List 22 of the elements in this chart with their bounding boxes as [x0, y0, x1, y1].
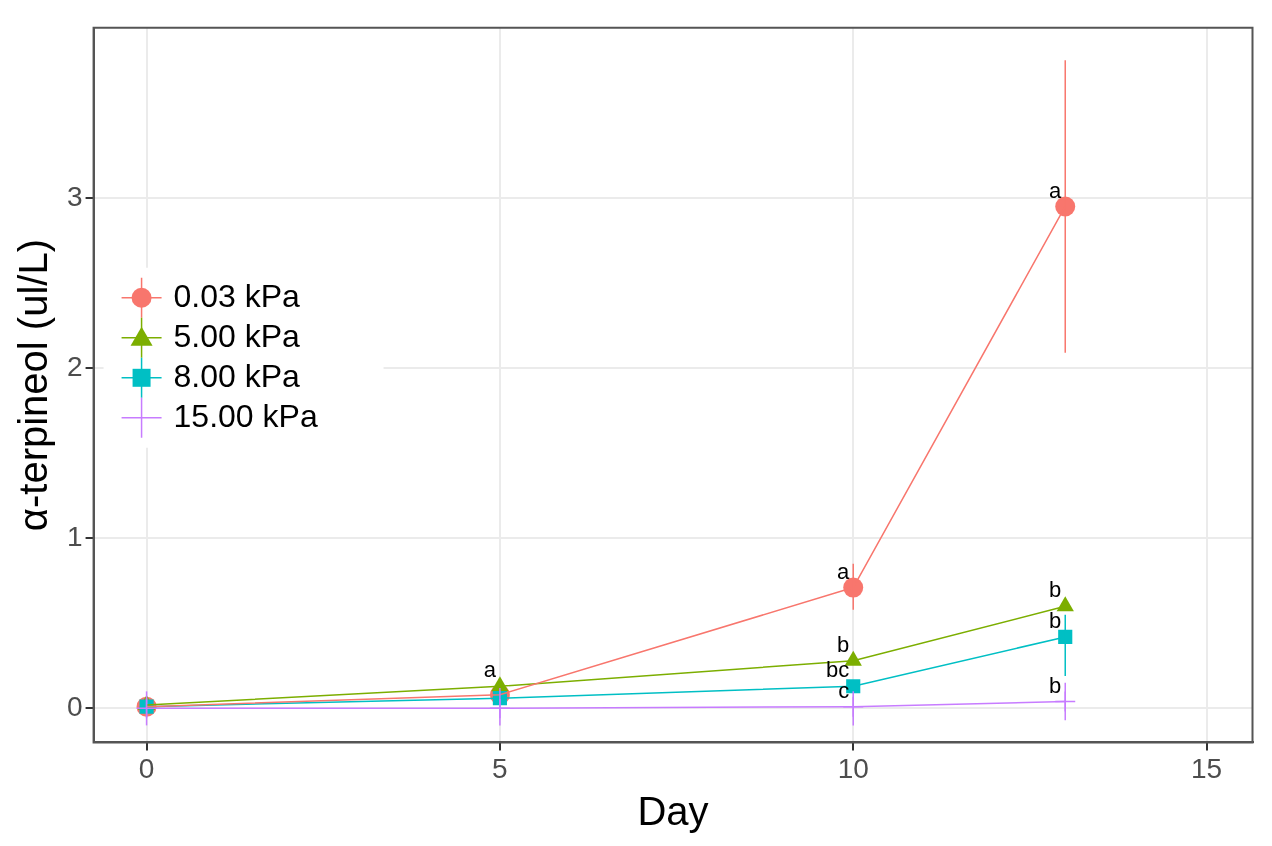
legend-label: 0.03 kPa	[173, 277, 301, 314]
x-tick-label: 15	[1190, 752, 1223, 784]
legend-label: 8.00 kPa	[173, 357, 301, 394]
annotation: b	[1048, 577, 1062, 603]
y-tick-label: 0	[66, 691, 83, 723]
annotation: b	[1048, 672, 1062, 698]
annotation: a	[1048, 177, 1062, 203]
x-tick-label: 10	[837, 752, 869, 784]
x-axis-title: Day	[637, 789, 709, 834]
legend-label: 15.00 kPa	[173, 397, 318, 434]
annotation: b	[836, 631, 850, 657]
x-tick-label: 0	[138, 752, 155, 784]
legend-label: 5.00 kPa	[173, 317, 301, 354]
annotation: b	[1048, 607, 1062, 633]
annotation: a	[483, 657, 497, 683]
y-axis-title: α-terpineol (ul/L)	[11, 239, 56, 532]
y-tick-label: 1	[66, 520, 83, 552]
annotation: a	[836, 558, 850, 584]
y-tick-label: 2	[66, 350, 83, 382]
y-tick-label: 3	[66, 180, 83, 212]
annotation: bc	[825, 657, 850, 683]
x-tick-label: 5	[492, 752, 508, 784]
